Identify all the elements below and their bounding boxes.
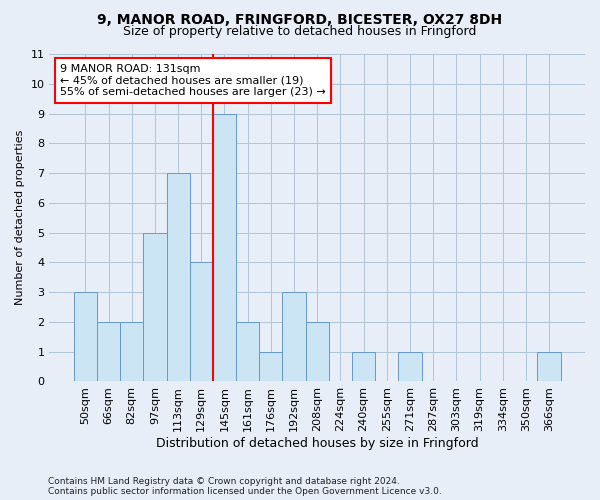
Bar bbox=[352, 352, 375, 382]
Bar bbox=[167, 173, 190, 382]
Bar bbox=[236, 322, 259, 382]
X-axis label: Distribution of detached houses by size in Fringford: Distribution of detached houses by size … bbox=[156, 437, 479, 450]
Bar bbox=[283, 292, 305, 382]
Text: 9, MANOR ROAD, FRINGFORD, BICESTER, OX27 8DH: 9, MANOR ROAD, FRINGFORD, BICESTER, OX27… bbox=[97, 12, 503, 26]
Bar bbox=[398, 352, 422, 382]
Bar bbox=[305, 322, 329, 382]
Text: Contains HM Land Registry data © Crown copyright and database right 2024.: Contains HM Land Registry data © Crown c… bbox=[48, 477, 400, 486]
Bar bbox=[120, 322, 143, 382]
Y-axis label: Number of detached properties: Number of detached properties bbox=[15, 130, 25, 306]
Text: Size of property relative to detached houses in Fringford: Size of property relative to detached ho… bbox=[124, 25, 476, 38]
Bar bbox=[213, 114, 236, 382]
Text: 9 MANOR ROAD: 131sqm
← 45% of detached houses are smaller (19)
55% of semi-detac: 9 MANOR ROAD: 131sqm ← 45% of detached h… bbox=[60, 64, 326, 97]
Bar bbox=[97, 322, 120, 382]
Bar bbox=[143, 232, 167, 382]
Text: Contains public sector information licensed under the Open Government Licence v3: Contains public sector information licen… bbox=[48, 487, 442, 496]
Bar bbox=[190, 262, 213, 382]
Bar bbox=[538, 352, 560, 382]
Bar bbox=[259, 352, 283, 382]
Bar bbox=[74, 292, 97, 382]
